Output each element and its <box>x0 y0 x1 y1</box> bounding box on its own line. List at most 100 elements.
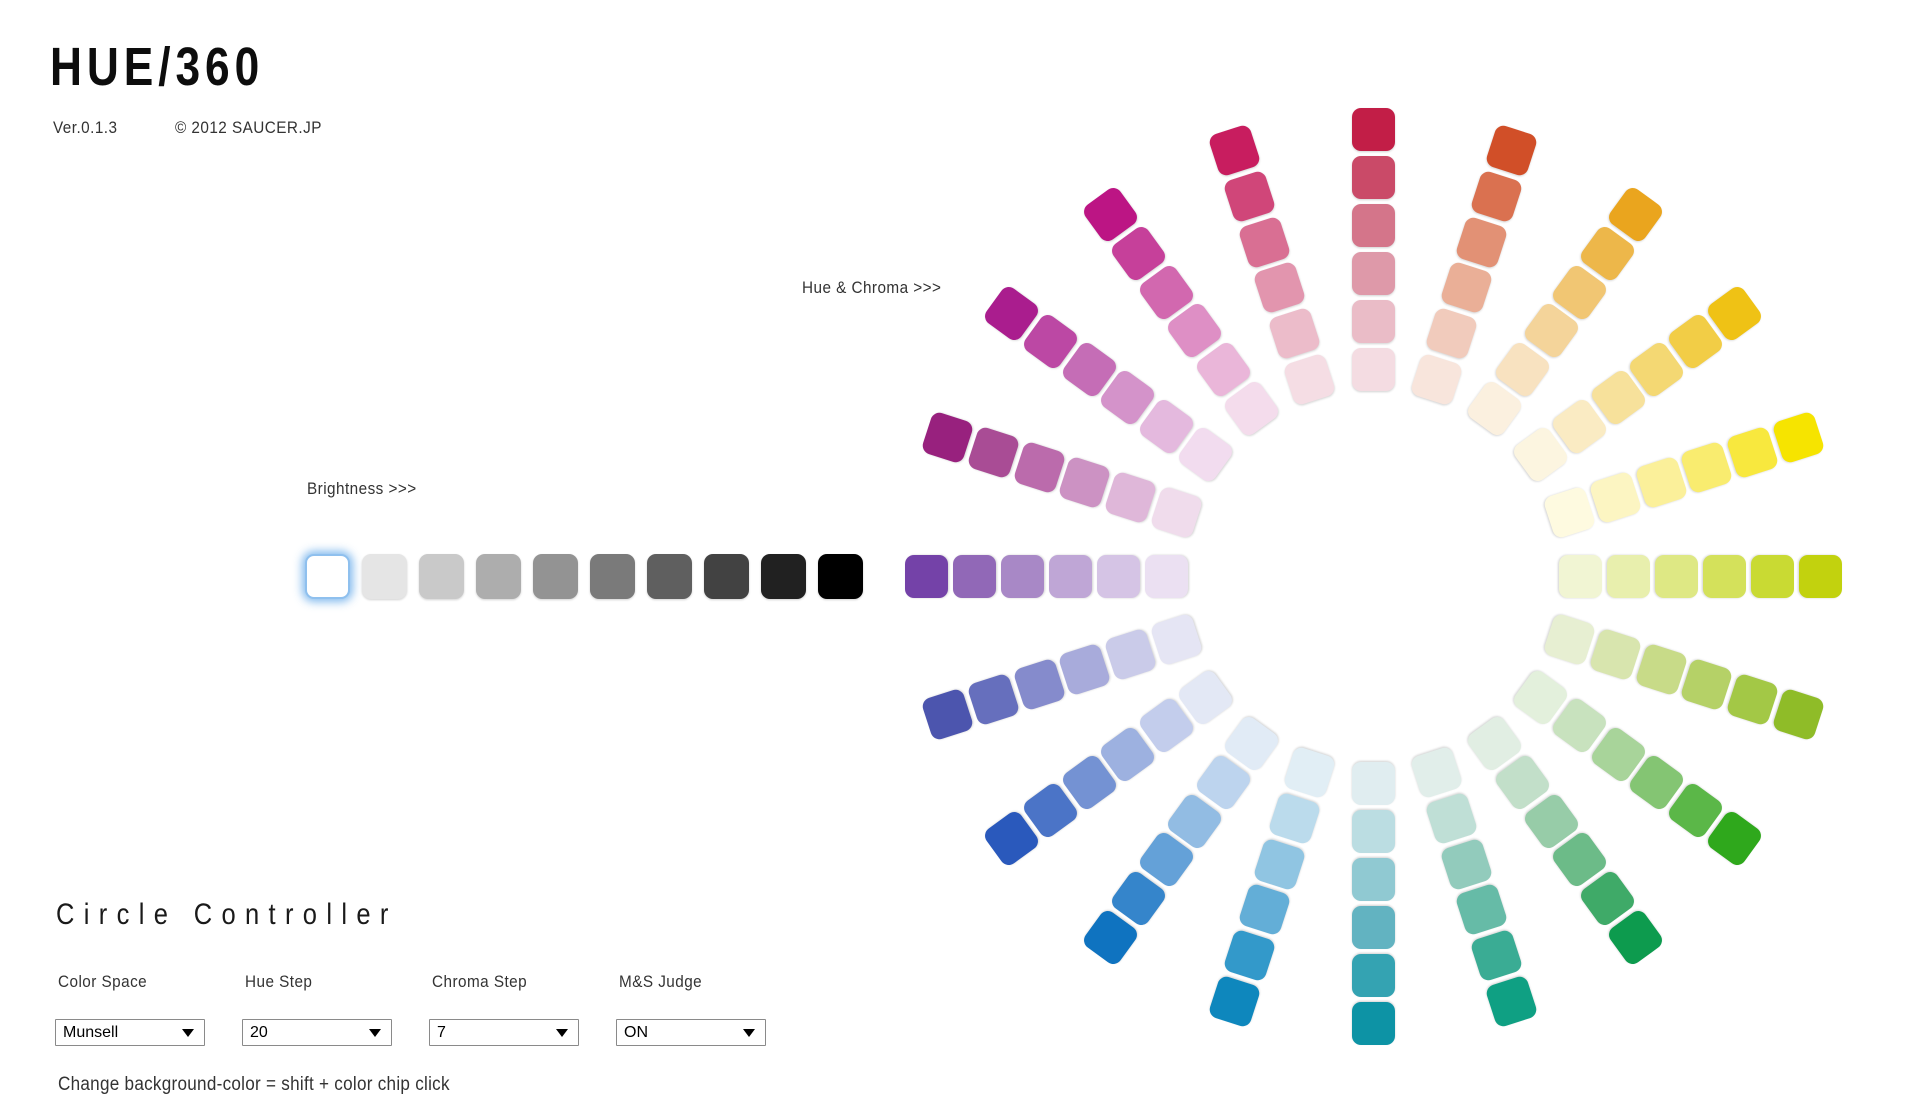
wheel-chip[interactable] <box>1351 953 1395 997</box>
wheel-chip[interactable] <box>1771 687 1826 742</box>
brightness-chip[interactable] <box>476 554 521 599</box>
wheel-chip[interactable] <box>1439 837 1494 892</box>
color-space-select[interactable]: Munsell <box>55 1019 205 1046</box>
brightness-chip[interactable] <box>704 554 749 599</box>
wheel-chip[interactable] <box>1542 612 1597 668</box>
wheel-chip[interactable] <box>920 687 975 742</box>
wheel-chip[interactable] <box>1057 642 1112 697</box>
wheel-chip[interactable] <box>1281 352 1337 407</box>
wheel-chip[interactable] <box>1351 809 1395 853</box>
wheel-chip[interactable] <box>1252 260 1307 315</box>
hue-step-select[interactable]: 20 <box>242 1019 392 1046</box>
wheel-chip[interactable] <box>1207 974 1262 1029</box>
wheel-chip[interactable] <box>1351 1001 1395 1045</box>
wheel-chip[interactable] <box>1771 410 1826 465</box>
brightness-chip[interactable] <box>590 554 635 599</box>
wheel-chip[interactable] <box>1654 554 1698 598</box>
brightness-chip-selected[interactable] <box>305 554 350 599</box>
app-meta: Ver.0.1.3 © 2012 SAUCER.JP <box>53 118 453 138</box>
hue-chroma-label: Hue & Chroma >>> <box>802 278 942 297</box>
wheel-chip[interactable] <box>1409 352 1465 407</box>
wheel-chip[interactable] <box>1351 905 1395 949</box>
wheel-chip[interactable] <box>1149 612 1204 668</box>
wheel-chip[interactable] <box>1252 837 1307 892</box>
chroma-step-field: Chroma Step 7 <box>429 972 599 1046</box>
wheel-chip[interactable] <box>1103 627 1158 682</box>
chroma-step-select[interactable]: 7 <box>429 1019 579 1046</box>
app-title: HUE/360 <box>50 37 265 97</box>
wheel-chip[interactable] <box>1103 470 1158 525</box>
wheel-chip[interactable] <box>1222 928 1277 983</box>
wheel-chip[interactable] <box>1144 554 1188 598</box>
wheel-chip[interactable] <box>1351 347 1395 391</box>
wheel-chip[interactable] <box>1439 260 1494 315</box>
wheel-chip[interactable] <box>1469 928 1524 983</box>
wheel-chip[interactable] <box>1725 672 1780 727</box>
wheel-chip[interactable] <box>1750 554 1794 598</box>
wheel-chip[interactable] <box>1588 470 1643 525</box>
wheel-chip[interactable] <box>1351 107 1395 151</box>
version-label: Ver.0.1.3 <box>53 118 118 137</box>
wheel-chip[interactable] <box>920 410 975 465</box>
wheel-chip[interactable] <box>1409 745 1465 800</box>
wheel-chip[interactable] <box>1351 203 1395 247</box>
wheel-chip[interactable] <box>1048 554 1092 598</box>
wheel-chip[interactable] <box>1424 791 1479 846</box>
wheel-chip[interactable] <box>1679 657 1734 712</box>
wheel-chip[interactable] <box>1057 455 1112 510</box>
brightness-chip[interactable] <box>761 554 806 599</box>
wheel-chip[interactable] <box>1351 155 1395 199</box>
wheel-chip[interactable] <box>1469 169 1524 224</box>
wheel-chip[interactable] <box>1267 791 1322 846</box>
wheel-chip[interactable] <box>1634 642 1689 697</box>
wheel-chip[interactable] <box>1012 440 1067 495</box>
wheel-chip[interactable] <box>1096 554 1140 598</box>
wheel-chip[interactable] <box>1679 440 1734 495</box>
wheel-chip[interactable] <box>1454 215 1509 270</box>
wheel-chip[interactable] <box>1149 484 1204 540</box>
wheel-chip[interactable] <box>1484 123 1539 178</box>
wheel-chip[interactable] <box>1558 554 1602 598</box>
wheel-chip[interactable] <box>1207 123 1262 178</box>
wheel-chip[interactable] <box>1237 215 1292 270</box>
chroma-step-label: Chroma Step <box>432 972 528 991</box>
wheel-chip[interactable] <box>1351 299 1395 343</box>
wheel-chip[interactable] <box>1222 169 1277 224</box>
wheel-chip[interactable] <box>1484 974 1539 1029</box>
wheel-chip[interactable] <box>1012 657 1067 712</box>
hue-step-label: Hue Step <box>245 972 313 991</box>
wheel-chip[interactable] <box>1424 306 1479 361</box>
wheel-chip[interactable] <box>1542 484 1597 540</box>
wheel-chip[interactable] <box>1351 251 1395 295</box>
copyright-label: © 2012 SAUCER.JP <box>175 118 322 137</box>
brightness-chip[interactable] <box>419 554 464 599</box>
wheel-chip[interactable] <box>1000 554 1044 598</box>
wheel-chip[interactable] <box>1351 857 1395 901</box>
wheel-chip[interactable] <box>1237 882 1292 937</box>
ms-judge-select[interactable]: ON <box>616 1019 766 1046</box>
helper-text: Change background-color = shift + color … <box>58 1074 450 1095</box>
wheel-chip[interactable] <box>1454 882 1509 937</box>
circle-controller-heading: Circle Controller <box>56 898 398 931</box>
brightness-chip[interactable] <box>362 554 407 599</box>
wheel-chip[interactable] <box>952 554 996 598</box>
wheel-chip[interactable] <box>1267 306 1322 361</box>
brightness-chip[interactable] <box>818 554 863 599</box>
brightness-chip[interactable] <box>533 554 578 599</box>
wheel-chip[interactable] <box>1588 627 1643 682</box>
wheel-chip[interactable] <box>966 425 1021 480</box>
brightness-chip[interactable] <box>647 554 692 599</box>
wheel-chip[interactable] <box>904 554 948 598</box>
wheel-chip[interactable] <box>1725 425 1780 480</box>
wheel-chip[interactable] <box>966 672 1021 727</box>
wheel-chip[interactable] <box>1798 554 1842 598</box>
color-space-field: Color Space Munsell <box>55 972 225 1046</box>
brightness-label: Brightness >>> <box>307 479 417 498</box>
wheel-chip[interactable] <box>1702 554 1746 598</box>
wheel-chip[interactable] <box>1634 455 1689 510</box>
color-space-label: Color Space <box>58 972 148 991</box>
wheel-chip[interactable] <box>1281 745 1337 800</box>
wheel-chip[interactable] <box>1606 554 1650 598</box>
wheel-chip[interactable] <box>1351 761 1395 805</box>
